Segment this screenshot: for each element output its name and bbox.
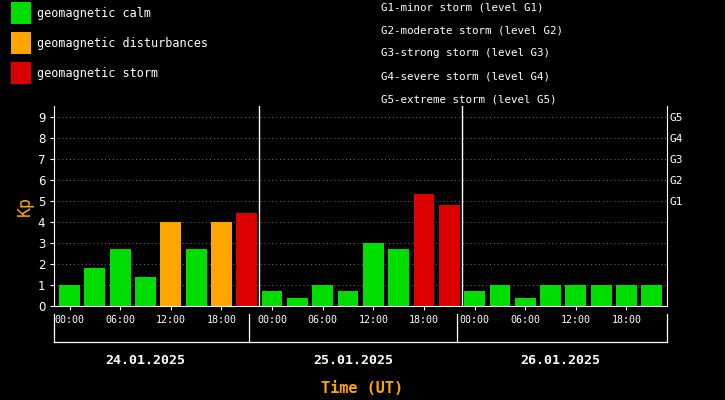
Bar [642, 285, 662, 306]
Text: geomagnetic disturbances: geomagnetic disturbances [37, 36, 208, 50]
Bar [591, 285, 612, 306]
Bar [287, 298, 308, 306]
Text: G3-strong storm (level G3): G3-strong storm (level G3) [381, 48, 550, 58]
Text: Time (UT): Time (UT) [321, 381, 404, 396]
Bar [566, 285, 587, 306]
Bar [363, 243, 384, 306]
Bar [186, 249, 207, 306]
Bar [262, 291, 283, 306]
Bar [413, 194, 434, 306]
Bar [389, 249, 409, 306]
Text: geomagnetic calm: geomagnetic calm [37, 6, 151, 20]
Y-axis label: Kp: Kp [16, 196, 33, 216]
Bar [160, 222, 181, 306]
Bar [439, 205, 460, 306]
Text: G4-severe storm (level G4): G4-severe storm (level G4) [381, 72, 550, 82]
Bar [616, 285, 637, 306]
Text: geomagnetic storm: geomagnetic storm [37, 66, 158, 80]
Bar [236, 213, 257, 306]
Text: 25.01.2025: 25.01.2025 [313, 354, 393, 367]
Bar [312, 285, 333, 306]
Bar [464, 291, 485, 306]
Bar [211, 222, 232, 306]
Text: 26.01.2025: 26.01.2025 [521, 354, 600, 367]
Bar [109, 249, 130, 306]
Text: G1-minor storm (level G1): G1-minor storm (level G1) [381, 2, 543, 12]
Bar [59, 285, 80, 306]
Text: G2-moderate storm (level G2): G2-moderate storm (level G2) [381, 25, 563, 35]
Text: 24.01.2025: 24.01.2025 [105, 354, 185, 367]
Bar [540, 285, 561, 306]
Text: G5-extreme storm (level G5): G5-extreme storm (level G5) [381, 95, 556, 105]
Bar [489, 285, 510, 306]
Bar [85, 268, 105, 306]
Bar [515, 298, 536, 306]
Bar [135, 276, 156, 306]
Bar [338, 291, 358, 306]
